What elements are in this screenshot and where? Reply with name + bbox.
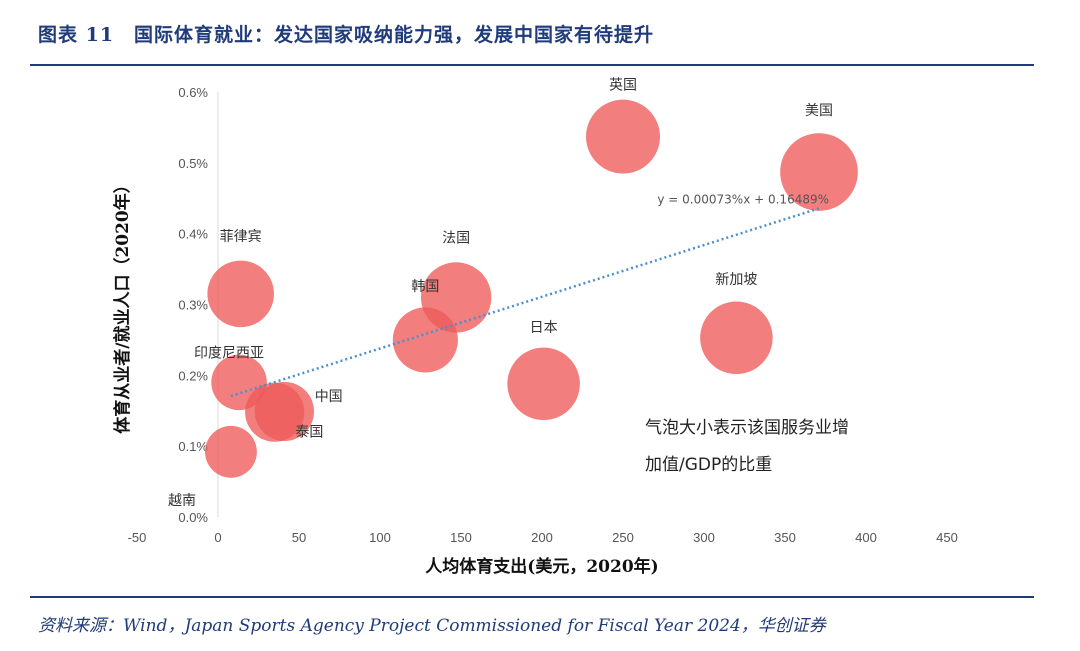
x-tick-label: 400 — [855, 530, 877, 545]
bubble-chart: 0.0% 0.1% 0.2% 0.3% 0.4% 0.5% 0.6% -50 0 50 100 150… — [112, 77, 958, 577]
bubble-label: 美国 — [805, 103, 833, 119]
y-tick-label: 0.5% — [178, 156, 208, 171]
y-tick-label: 0.1% — [178, 439, 208, 454]
source-note: 资料来源：Wind，Japan Sports Agency Project Co… — [38, 616, 826, 636]
x-tick-label: 350 — [774, 530, 796, 545]
x-tick-label: 100 — [369, 530, 391, 545]
bubble-point — [586, 99, 660, 174]
bubble-label: 中国 — [315, 389, 343, 405]
bubble-label: 越南 — [168, 493, 196, 509]
bubble-label: 日本 — [530, 320, 558, 336]
bubble-point — [207, 260, 274, 328]
y-tick-label: 0.2% — [178, 368, 208, 383]
chart-title: 图表 11 国际体育就业：发达国家吸纳能力强，发展中国家有待提升 — [38, 24, 655, 46]
x-tick-label: 150 — [450, 530, 472, 545]
x-tick-label: -50 — [128, 530, 147, 545]
bubble-label: 印度尼西亚 — [194, 345, 264, 361]
trendline-equation: y = 0.00073%x + 0.16489% — [657, 192, 829, 206]
y-tick-label: 0.3% — [178, 298, 208, 313]
bubble-label: 新加坡 — [715, 272, 757, 288]
y-tick-label: 0.6% — [178, 85, 208, 100]
bubble-point — [700, 301, 773, 375]
bubble-label: 韩国 — [411, 279, 439, 295]
bubble-label: 菲律宾 — [220, 229, 262, 245]
bubble-point — [392, 307, 458, 373]
x-axis-title: 人均体育支出(美元，2020年) — [425, 556, 658, 577]
x-tick-label: 50 — [292, 530, 306, 545]
y-tick-label: 0.0% — [178, 510, 208, 525]
y-tick-label: 0.4% — [178, 227, 208, 242]
bubble-label: 英国 — [609, 77, 637, 94]
x-tick-label: 0 — [214, 530, 221, 545]
bubble-point — [780, 133, 858, 211]
title-divider — [30, 64, 1034, 66]
annotation-line-1: 气泡大小表示该国服务业增 — [645, 418, 849, 438]
y-axis-title: 体育从业者/就业人口（2020年） — [112, 176, 133, 434]
bubble-label: 法国 — [442, 230, 470, 246]
bubble-point — [254, 381, 315, 442]
bubble-label: 泰国 — [295, 424, 323, 440]
annotation-line-2: 加值/GDP的比重 — [645, 455, 772, 475]
footer-divider — [30, 596, 1034, 598]
x-tick-label: 250 — [612, 530, 634, 545]
x-tick-label: 200 — [531, 530, 553, 545]
bubble-point — [507, 347, 580, 421]
bubble-point — [205, 425, 257, 478]
x-tick-label: 450 — [936, 530, 958, 545]
x-tick-label: 300 — [693, 530, 715, 545]
